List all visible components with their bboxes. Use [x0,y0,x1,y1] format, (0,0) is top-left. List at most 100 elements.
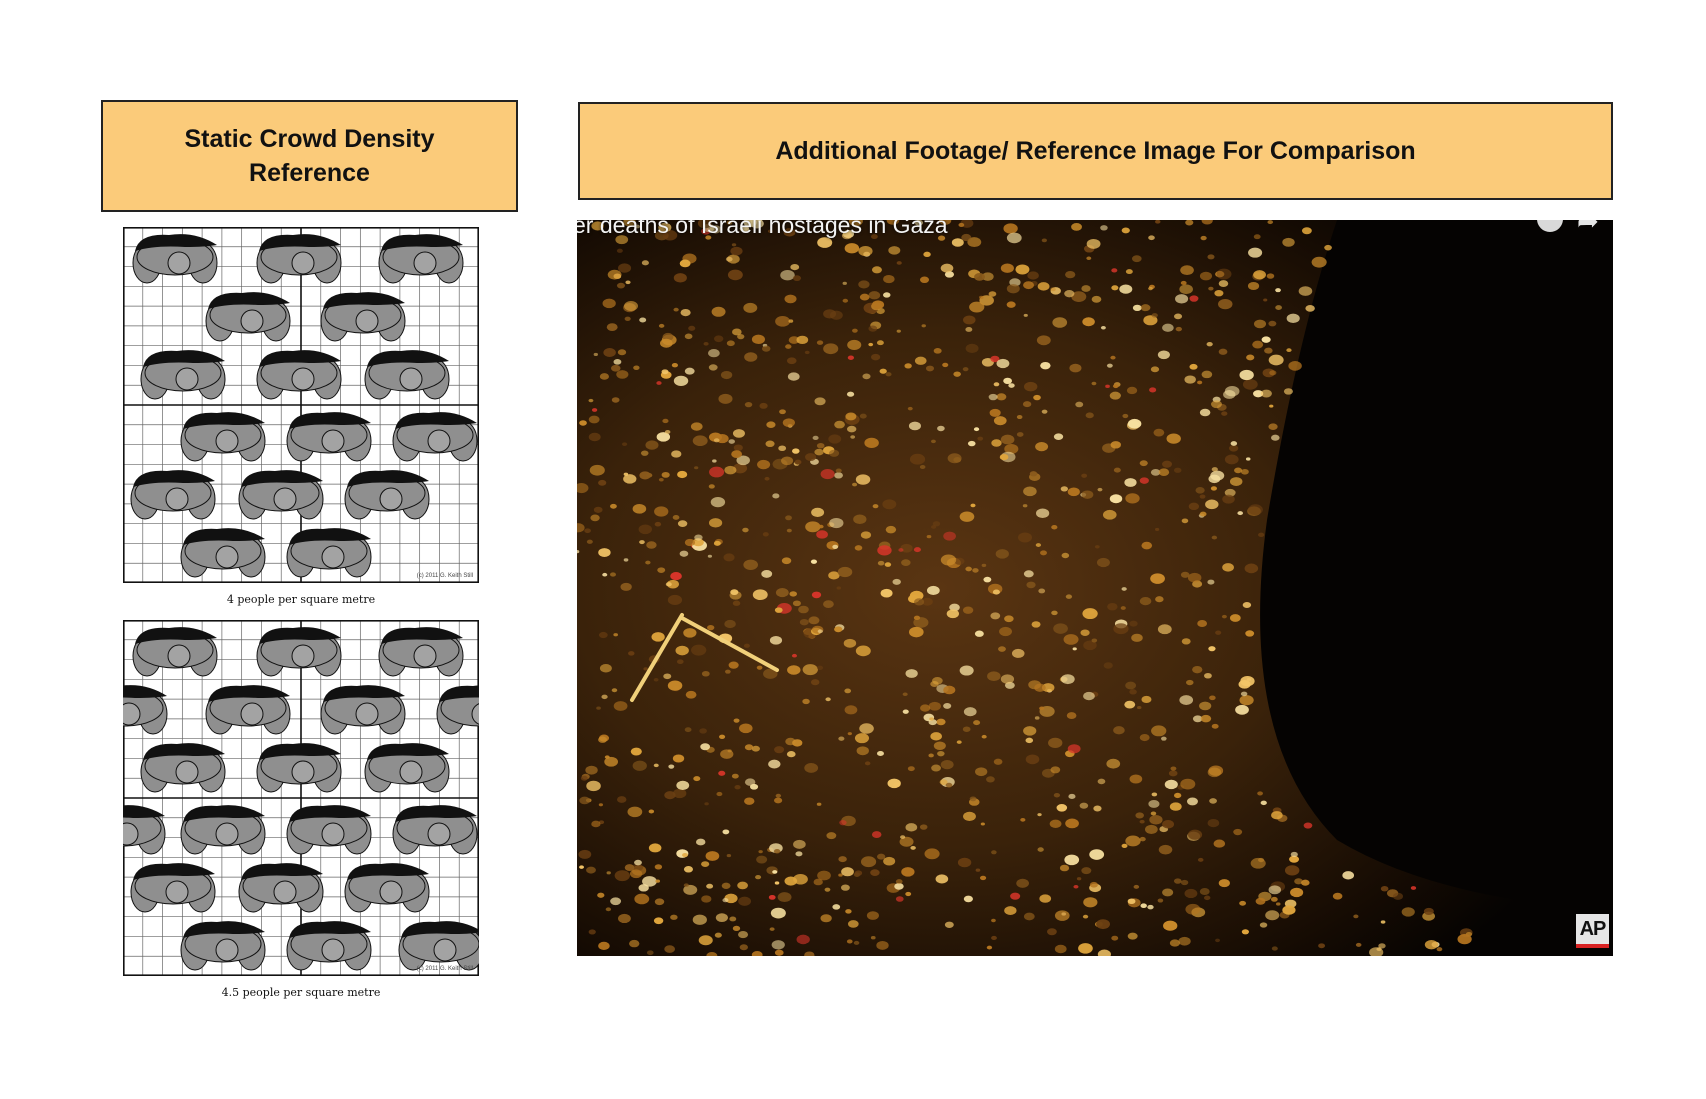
crowd-speck [638,884,649,892]
crowd-speck [1269,370,1277,376]
crowd-speck [654,521,662,527]
crowd-speck [1271,811,1283,820]
crowd-speck [991,439,1002,447]
crowd-speck [838,856,847,863]
crowd-speck [1248,504,1263,515]
crowd-speck [859,413,867,419]
crowd-speck [969,796,977,802]
crowd-speck [844,705,858,715]
crowd-speck [892,578,901,585]
crowd-speck [940,263,954,273]
crowd-speck [847,920,859,928]
crowd-speck [990,612,1001,620]
crowd-speck [1150,573,1165,584]
crowd-speck [838,873,843,877]
aerial-crowd-video-frame[interactable]: er deaths of Israeli hostages in Gaza ➦ … [577,220,1613,956]
crowd-speck [584,528,591,534]
watch-later-icon[interactable] [1537,220,1563,232]
crowd-speck [979,295,984,300]
crowd-speck [823,600,834,608]
person-figure [344,863,430,913]
crowd-speck [653,917,664,925]
crowd-speck [1215,630,1222,635]
person-figure [140,743,226,793]
crowd-speck [1040,361,1051,370]
crowd-speck [1018,532,1033,543]
crowd-speck [1253,319,1267,329]
crowd-speck [730,246,743,256]
crowd-speck [816,530,828,539]
crowd-speck [1253,270,1266,280]
crowd-speck [1124,700,1136,709]
crowd-speck [1260,389,1272,398]
crowd-speck [1136,705,1142,710]
crowd-speck [1140,304,1151,312]
crowd-speck [817,629,823,634]
crowd-speck [785,344,792,349]
crowd-speck [886,220,900,225]
crowd-speck [672,754,685,763]
crowd-speck [774,746,785,754]
crowd-speck [1267,220,1274,225]
crowd-speck [846,939,853,944]
crowd-speck [1023,570,1034,578]
crowd-speck [913,547,921,553]
crowd-speck [1187,829,1203,840]
share-icon[interactable]: ➦ [1577,220,1599,236]
crowd-speck [589,464,605,476]
crowd-speck [1192,715,1203,723]
crowd-speck [1111,268,1118,273]
crowd-speck [653,678,659,682]
crowd-speck [772,870,778,874]
crowd-speck [762,345,771,352]
crowd-speck [791,653,797,658]
crowd-speck [757,459,771,470]
crowd-speck [1210,486,1217,491]
video-title[interactable]: er deaths of Israeli hostages in Gaza [577,220,948,238]
crowd-speck [871,353,881,361]
crowd-speck [1063,634,1079,645]
crowd-speck [578,849,592,859]
crowd-speck [998,646,1006,652]
crowd-speck [744,778,756,786]
crowd-speck [975,767,988,777]
crowd-speck [1129,774,1143,784]
person-figure [130,470,216,520]
crowd-speck [1195,487,1205,494]
crowd-speck [1224,454,1239,465]
crowd-speck [744,797,755,805]
crowd-speck [774,797,783,804]
crowd-speck [962,606,974,614]
crowd-speck [804,951,815,956]
crowd-speck [1060,486,1068,492]
person-figure [320,292,406,342]
crowd-speck [1049,819,1062,829]
crowd-speck [744,352,758,362]
crowd-speck [708,348,720,358]
crowd-speck [732,429,745,438]
crowd-speck [728,661,739,669]
crowd-speck [1294,878,1303,885]
crowd-speck [932,676,943,685]
person-figure [130,863,216,913]
crowd-speck [1131,633,1143,642]
crowd-speck [1035,543,1042,547]
crowd-speck [1305,305,1315,312]
person-figure [256,743,342,793]
crowd-speck [738,930,749,939]
crowd-speck [1286,313,1300,324]
crowd-speck [598,479,607,486]
crowd-speck [847,355,855,360]
crowd-speck [871,266,882,274]
crowd-speck [722,897,729,903]
crowd-speck [1253,234,1261,240]
crowd-speck [1179,284,1193,295]
crowd-speck [663,673,672,680]
crowd-speck [1207,254,1215,260]
crowd-speck [621,442,628,447]
person-figure [286,412,372,462]
crowd-speck [1129,689,1137,695]
density-diagram-4: (c) 2011 G. Keith Still [123,227,479,583]
crowd-speck [756,855,768,864]
crowd-speck [701,895,712,903]
